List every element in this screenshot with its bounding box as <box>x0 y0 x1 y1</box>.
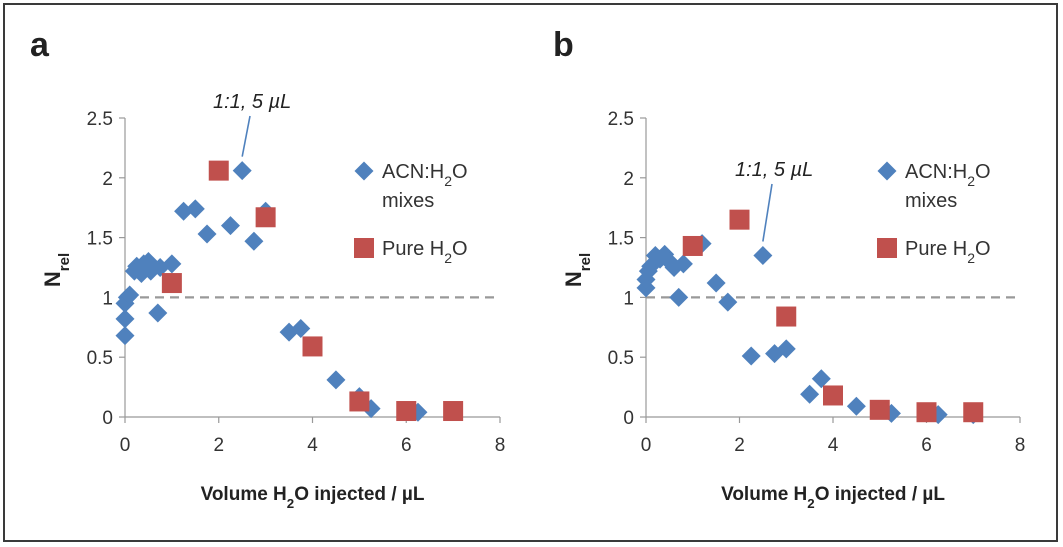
data-point-diamond <box>220 216 240 236</box>
data-point-square <box>255 207 276 228</box>
panel-label: a <box>30 26 50 64</box>
data-point-square <box>443 401 464 422</box>
x-tick-label: 2 <box>734 435 745 456</box>
data-point-diamond <box>673 254 693 274</box>
data-point-diamond <box>669 287 689 307</box>
legend-label-pure-h2o: Pure H2O <box>382 238 468 266</box>
data-point-square <box>161 273 182 294</box>
data-point-diamond <box>811 369 831 389</box>
series-acn-h2o-mixes <box>636 234 983 425</box>
chart-panel-b: b 0 0.5 1 1.5 2 2.5 0 2 4 6 8 Volume H2O injected / … <box>553 26 1025 511</box>
x-tick-label: 2 <box>213 435 224 456</box>
data-point-square <box>208 160 229 181</box>
data-point-square <box>963 402 984 423</box>
y-tick-label: 2 <box>623 169 634 190</box>
y-tick-label: 1 <box>623 288 634 309</box>
data-point-diamond <box>846 396 866 416</box>
data-point-diamond <box>741 346 761 366</box>
data-point-diamond <box>326 370 346 390</box>
data-point-square <box>682 235 703 256</box>
x-tick-label: 6 <box>401 435 412 456</box>
legend-label-acn: ACN:H2O <box>382 161 468 189</box>
y-tick-label: 1.5 <box>87 229 113 250</box>
data-point-diamond <box>718 292 738 312</box>
data-point-diamond <box>120 285 140 305</box>
chart-panel-a: a 0 0.5 1 1.5 2 2.5 0 2 4 6 8 Volume H2O injected / … <box>30 26 505 511</box>
series-pure-h2o <box>682 209 984 423</box>
y-tick-label: 1 <box>102 288 113 309</box>
y-tick-label: 1.5 <box>608 229 634 250</box>
x-axis-label: Volume H2O injected / µL <box>721 484 945 511</box>
data-point-diamond <box>115 309 135 329</box>
annotation-text: 1:1, 5 µL <box>213 91 291 113</box>
data-point-diamond <box>244 231 264 251</box>
legend-marker-square <box>354 238 374 258</box>
series-pure-h2o <box>161 160 464 422</box>
legend-label-mixes: mixes <box>382 190 434 212</box>
legend-label-acn: ACN:H2O <box>905 161 991 189</box>
data-point-diamond <box>800 384 820 404</box>
y-axis-label: Nrel <box>561 253 594 287</box>
y-tick-label: 0.5 <box>608 348 634 369</box>
legend-marker-diamond <box>354 161 374 181</box>
data-point-diamond <box>115 326 135 346</box>
y-tick-label: 0 <box>102 408 113 429</box>
x-tick-label: 6 <box>921 435 932 456</box>
x-axis-label: Volume H2O injected / µL <box>201 484 425 511</box>
legend-marker-diamond <box>877 161 897 181</box>
x-tick-label: 4 <box>828 435 839 456</box>
data-point-diamond <box>753 246 773 266</box>
data-point-diamond <box>197 224 217 244</box>
figure-frame <box>3 3 1058 542</box>
data-point-square <box>349 391 370 412</box>
data-point-diamond <box>185 199 205 219</box>
y-tick-label: 2.5 <box>608 109 634 130</box>
legend-label-mixes: mixes <box>905 190 957 212</box>
data-point-square <box>916 402 937 423</box>
y-tick-label: 2.5 <box>87 109 113 130</box>
x-tick-label: 0 <box>641 435 652 456</box>
data-point-diamond <box>148 303 168 323</box>
data-point-diamond <box>706 273 726 293</box>
data-point-square <box>823 385 843 406</box>
data-point-diamond <box>291 318 311 338</box>
data-point-square <box>396 401 417 422</box>
y-tick-label: 0 <box>623 408 634 429</box>
data-point-diamond <box>776 339 796 359</box>
annotation-leader <box>762 183 773 242</box>
legend-marker-square <box>877 238 897 258</box>
series-acn-h2o-mixes <box>115 161 428 422</box>
x-tick-label: 4 <box>307 435 318 456</box>
x-tick-label: 0 <box>120 435 131 456</box>
data-point-diamond <box>232 161 252 181</box>
annotation-text: 1:1, 5 µL <box>735 159 813 181</box>
data-point-square <box>776 306 797 327</box>
data-point-square <box>302 336 323 357</box>
legend-label-pure-h2o: Pure H2O <box>905 238 991 266</box>
panel-label: b <box>553 26 574 64</box>
y-tick-label: 0.5 <box>87 348 113 369</box>
y-tick-label: 2 <box>102 169 113 190</box>
x-tick-label: 8 <box>1015 435 1026 456</box>
data-point-diamond <box>162 254 182 274</box>
annotation-leader <box>241 115 251 157</box>
y-axis-label: Nrel <box>40 253 73 287</box>
data-point-square <box>729 209 750 230</box>
data-point-square <box>869 399 890 420</box>
x-tick-label: 8 <box>495 435 506 456</box>
